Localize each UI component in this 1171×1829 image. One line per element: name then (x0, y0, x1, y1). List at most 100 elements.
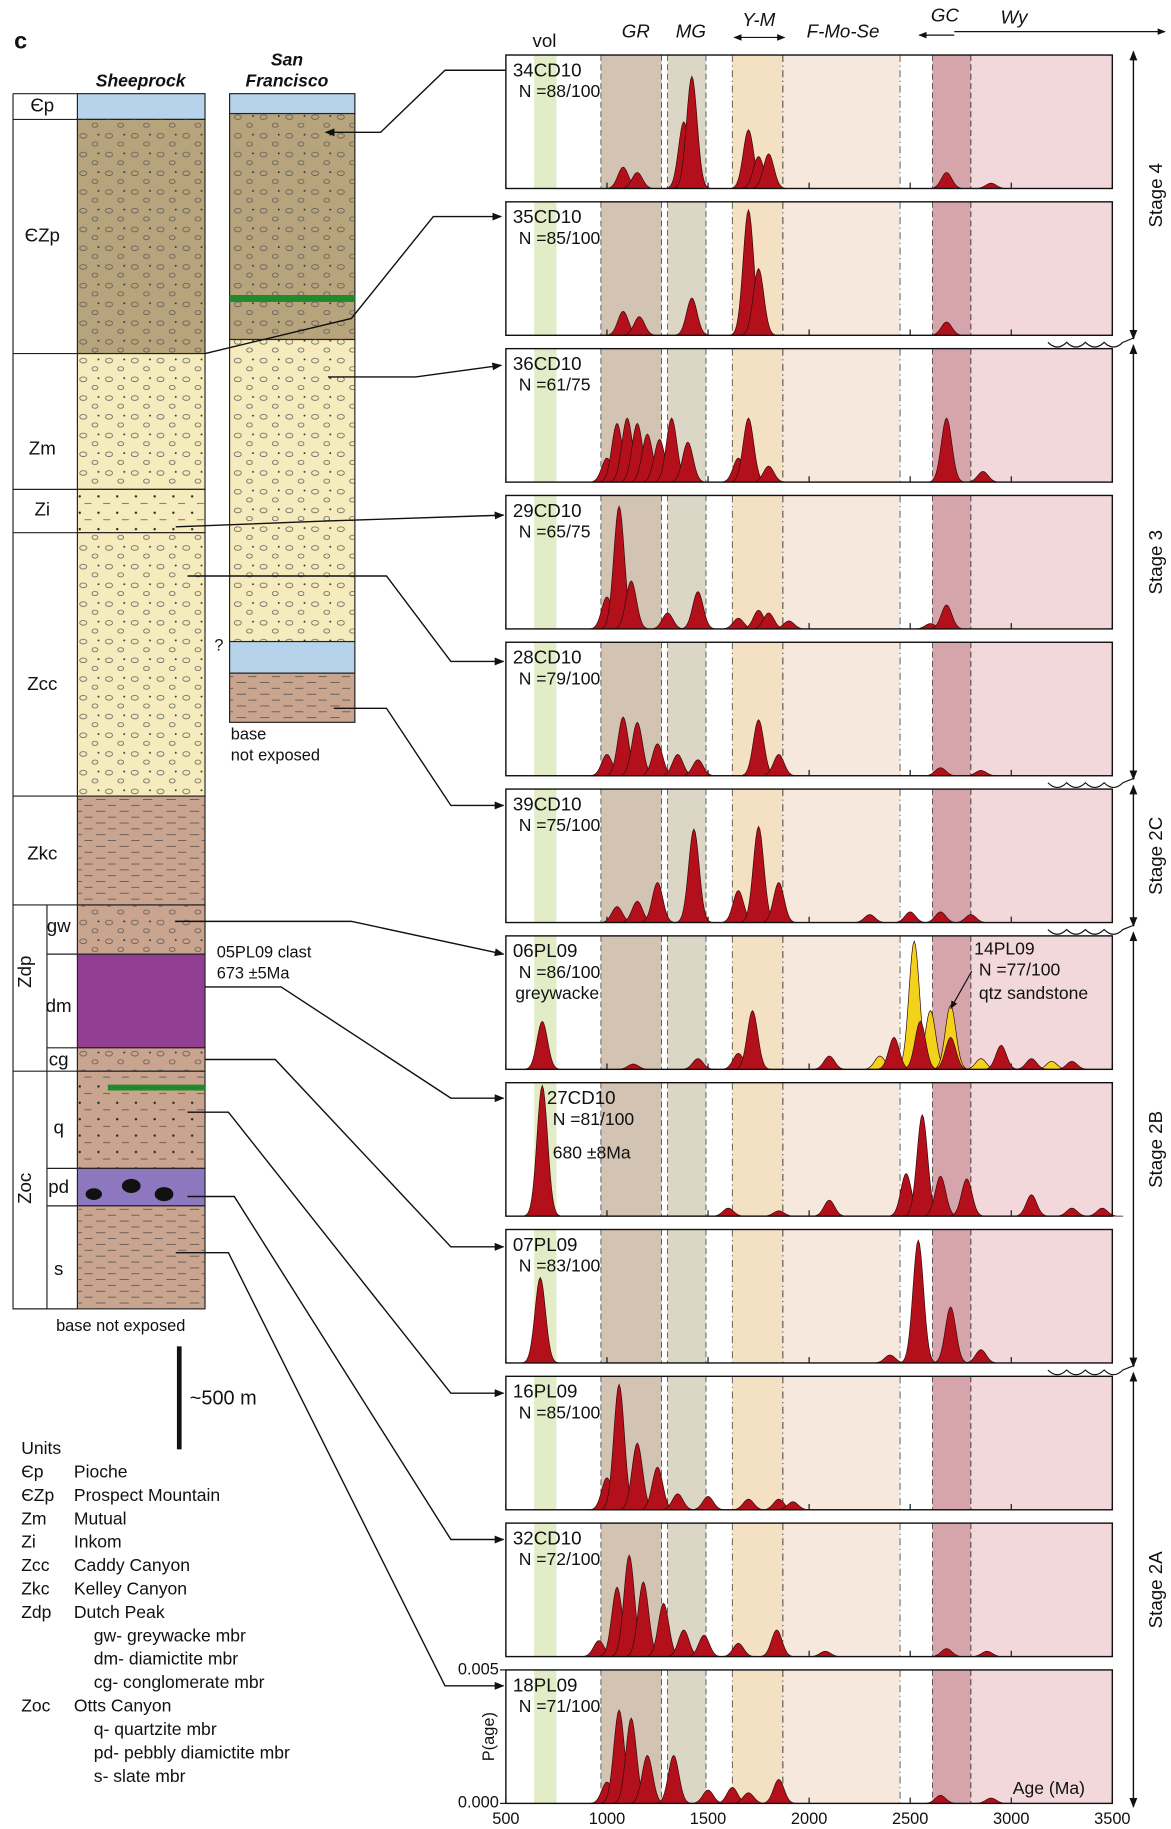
province-band (783, 1376, 900, 1509)
province-band (932, 495, 970, 628)
legend-code: Zi (21, 1532, 36, 1552)
sample-n: N =81/100 (553, 1109, 635, 1129)
sample-n: N =85/100 (519, 1402, 601, 1422)
sample-n: N =75/100 (519, 815, 601, 835)
legend-name: Mutual (74, 1508, 127, 1528)
unit-label: Zm (29, 438, 56, 459)
x-tick-label: 1500 (690, 1810, 726, 1824)
province-band (932, 55, 970, 188)
province-band (971, 642, 1113, 775)
legend-name: Kelley Canyon (74, 1578, 187, 1598)
sample-name: 07PL09 (513, 1234, 578, 1255)
province-label: F-Mo-Se (807, 21, 880, 42)
unit-label: cg (49, 1049, 69, 1070)
y-tick-label: 0.000 (458, 1794, 499, 1812)
sample-name: 16PL09 (513, 1381, 578, 1402)
province-band (668, 1083, 706, 1216)
sample-name: 18PL09 (513, 1674, 578, 1695)
base-note: base not exposed (56, 1317, 185, 1335)
legend-name: gw- greywacke mbr (94, 1625, 246, 1645)
legend-code: Zcc (21, 1555, 49, 1575)
province-band (783, 202, 900, 335)
legend-code: Zoc (21, 1696, 50, 1716)
province-band (668, 1376, 706, 1509)
province-band (783, 1230, 900, 1363)
unit-label: Єp (30, 94, 54, 115)
x-tick-label: 3000 (993, 1810, 1029, 1824)
province-band (971, 1376, 1113, 1509)
province-band (601, 1230, 662, 1363)
province-band (732, 1670, 783, 1803)
column-title: Sheeprock (96, 71, 187, 91)
unit-label: Zkc (27, 843, 57, 864)
province-band (732, 1083, 783, 1216)
x-tick-label: 2500 (892, 1810, 928, 1824)
column-title: San (271, 50, 303, 70)
unconformity (1048, 338, 1135, 347)
x-axis-label: Age (Ma) (1013, 1778, 1085, 1798)
legend-name: dm- diamictite mbr (94, 1649, 238, 1669)
sample-name: 34CD10 (513, 59, 582, 80)
province-band (783, 642, 900, 775)
column-title: Francisco (246, 71, 329, 91)
legend-title: Units (21, 1438, 61, 1458)
province-band (601, 55, 662, 188)
unit-label: Zi (34, 498, 50, 519)
province-label: Y-M (742, 9, 775, 30)
province-band (783, 1670, 900, 1803)
stage-label: Stage 4 (1145, 163, 1166, 228)
province-band (668, 642, 706, 775)
province-band (971, 495, 1113, 628)
province-band (932, 202, 970, 335)
province-band (932, 789, 970, 922)
stage-label: Stage 2A (1145, 1551, 1166, 1629)
sample-n: N =79/100 (519, 668, 601, 688)
unit-label: Zdp (14, 956, 35, 988)
scale-label: ~500 m (190, 1387, 257, 1409)
base-note: not exposed (231, 747, 320, 765)
province-band (971, 349, 1113, 482)
legend-name: Caddy Canyon (74, 1555, 190, 1575)
province-band (932, 642, 970, 775)
sample-name: 27CD10 (547, 1087, 616, 1108)
clast-note: 05PL09 clast (217, 943, 312, 961)
stage-label: Stage 3 (1145, 530, 1166, 595)
province-band (932, 1376, 970, 1509)
province-band (783, 789, 900, 922)
province-band (732, 1230, 783, 1363)
legend-name: s- slate mbr (94, 1766, 186, 1786)
y-tick-label: 0.005 (458, 1660, 499, 1678)
province-band (971, 789, 1113, 922)
unit-label: s (54, 1258, 63, 1279)
unit-label: pd (48, 1176, 69, 1197)
sample-note: greywacke (515, 983, 599, 1003)
province-band (668, 936, 706, 1069)
province-label: vol (533, 30, 557, 51)
legend-code: ЄZp (21, 1485, 54, 1505)
sample-name: 39CD10 (513, 793, 582, 814)
unconformity (1048, 778, 1135, 787)
sample-name: 35CD10 (513, 206, 582, 227)
province-label: GR (622, 21, 650, 42)
unit-label: Zoc (14, 1173, 35, 1204)
sample-n: N =85/100 (519, 228, 601, 248)
legend-code: Zdp (21, 1602, 51, 1622)
province-label: Wy (1000, 7, 1029, 28)
arrow (334, 708, 504, 805)
province-band (668, 1230, 706, 1363)
province-label: GC (931, 4, 960, 25)
province-band (932, 1523, 970, 1656)
unit-label: Zcc (27, 673, 57, 694)
y-axis-label: P(age) (480, 1712, 498, 1761)
sample-n: N =72/100 (519, 1549, 601, 1569)
overlay-note: qtz sandstone (979, 983, 1088, 1003)
unit-label: ЄZp (25, 224, 60, 245)
stage-label: Stage 2B (1145, 1111, 1166, 1188)
overlay-name: 14PL09 (974, 939, 1035, 959)
province-band (601, 936, 662, 1069)
x-tick-label: 2000 (791, 1810, 827, 1824)
legend-name: Prospect Mountain (74, 1485, 220, 1505)
sample-n: N =71/100 (519, 1696, 601, 1716)
unit-label: q (53, 1117, 63, 1138)
legend-name: Otts Canyon (74, 1696, 172, 1716)
